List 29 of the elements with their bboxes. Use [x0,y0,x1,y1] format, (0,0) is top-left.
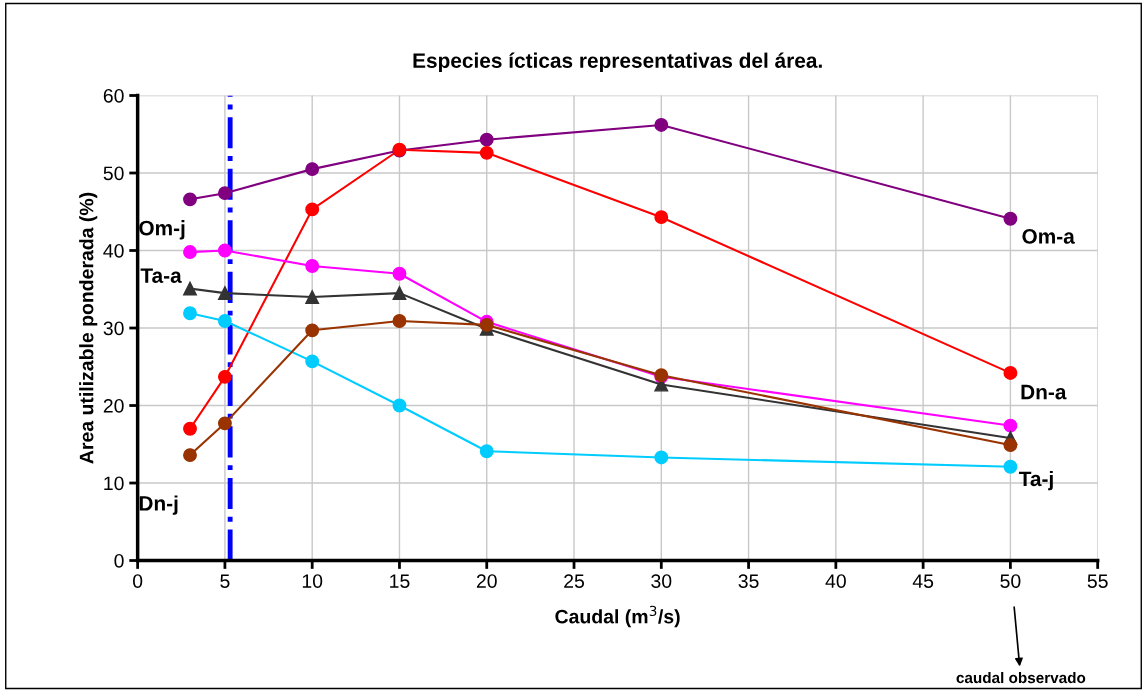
series-label: Ta-j [1018,470,1053,491]
x-tick-label: 10 [302,574,323,588]
x-tick-label: 40 [825,574,846,588]
y-tick-label: 40 [103,243,124,258]
x-tick-label: 35 [738,574,759,588]
x-axis-title: Caudal (m$^{3}$/s) [555,605,680,628]
series-label: Om-a [1022,229,1075,244]
x-tick-label: 50 [1000,574,1021,588]
y-tick-label: 30 [103,321,124,336]
x-tick-label: 0 [132,574,143,588]
chart-title: Especies ícticas representativas del área. [413,52,822,73]
x-tick-label: 20 [476,574,497,588]
y-tick-label: 10 [104,476,124,491]
series-label: Ta-a [140,268,182,283]
y-tick-label: 50 [103,166,124,181]
x-tick-label: 30 [651,574,672,588]
series-label: Dn-a [1021,384,1067,400]
x-tick-label: 15 [390,574,410,588]
y-tick-label: 60 [103,88,124,103]
y-tick-label: 20 [103,398,124,413]
x-tick-label: 55 [1087,574,1108,588]
x-tick-label: 45 [912,574,934,588]
x-tick-label: 25 [564,574,585,588]
series-label: Om-j [139,220,185,240]
y-tick-label: 0 [114,553,124,568]
text: caudal observado [956,671,1086,684]
series-label: Dn-j [139,495,178,515]
y-axis-title: Area utilizable ponderada (%) [79,192,98,464]
x-tick-label: 5 [220,574,230,588]
